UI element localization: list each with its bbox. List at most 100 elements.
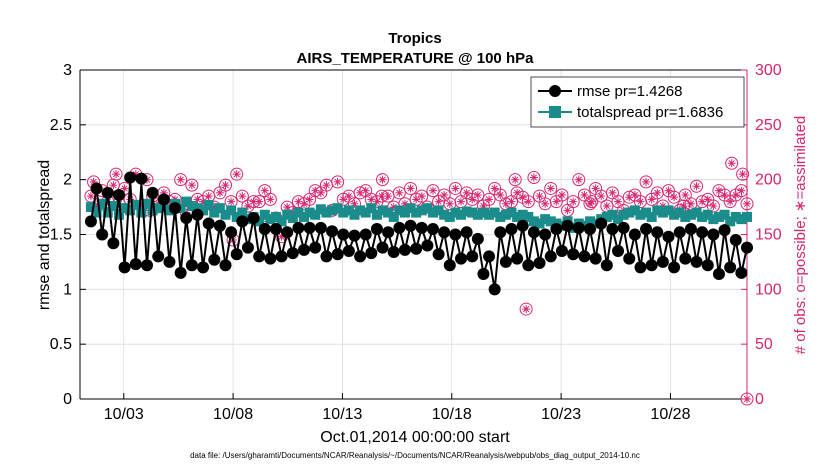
obs-marker <box>516 190 530 204</box>
obs-marker-circle <box>471 188 485 202</box>
totalspread-point <box>725 216 736 227</box>
x-tick-label: 10/18 <box>432 406 472 423</box>
rmse-point <box>275 250 288 263</box>
rmse-point <box>141 259 154 272</box>
obs-marker <box>572 173 586 187</box>
totalspread-point <box>220 209 231 220</box>
totalspread-point <box>97 198 108 209</box>
obs-marker-star <box>588 198 595 205</box>
totalspread-point <box>523 211 534 222</box>
rmse-point <box>258 223 271 236</box>
totalspread-point <box>214 203 225 214</box>
totalspread-point <box>674 207 685 218</box>
totalspread-point <box>237 207 248 218</box>
totalspread-point <box>489 207 500 218</box>
totalspread-point <box>713 211 724 222</box>
totalspread-point <box>360 207 371 218</box>
obs-marker-circle <box>426 184 440 198</box>
obs-marker-star <box>121 185 128 192</box>
obs-marker-star <box>418 192 425 200</box>
obs-marker-star <box>345 192 353 200</box>
obs-marker-star <box>693 183 700 190</box>
totalspread-point <box>702 209 713 220</box>
rmse-point <box>471 232 484 245</box>
y-right-tick-label: 250 <box>755 117 782 134</box>
obs-marker <box>392 186 406 200</box>
totalspread-point <box>102 207 113 218</box>
totalspread-point <box>635 209 646 220</box>
x-axis-label: Oct.01,2014 00:00:00 start <box>320 429 510 446</box>
totalspread-point <box>321 207 332 218</box>
y-tick-label: 0.5 <box>50 336 72 353</box>
rmse-point <box>679 252 692 265</box>
rmse-point <box>129 258 142 271</box>
totalspread-point <box>484 209 495 220</box>
obs-marker <box>331 175 345 189</box>
totalspread-point <box>456 209 467 220</box>
obs-marker-star <box>715 187 723 194</box>
obs-marker-star <box>284 203 291 211</box>
obs-marker-star <box>497 191 504 199</box>
totalspread-point <box>388 211 399 222</box>
obs-marker-star <box>738 187 745 194</box>
rmse-point <box>348 229 361 242</box>
rmse-point <box>443 259 456 272</box>
series-rmse <box>84 171 753 296</box>
totalspread-point <box>433 205 444 216</box>
obs-marker-circle <box>690 179 704 193</box>
totalspread-point <box>377 205 388 216</box>
obs-marker-circle <box>174 173 188 187</box>
obs-marker-circle <box>585 195 599 209</box>
rmse-point <box>398 243 411 256</box>
obs-marker-star <box>87 192 95 200</box>
obs-marker <box>482 192 496 206</box>
y-tick-label: 2 <box>63 172 72 189</box>
obs-marker-circle <box>263 192 277 206</box>
rmse-point <box>225 226 238 239</box>
obs-marker-circle <box>566 195 580 209</box>
obs-marker <box>471 188 485 202</box>
obs-marker-star <box>598 192 605 200</box>
obs-marker-star <box>491 185 498 192</box>
obs-marker <box>566 195 580 209</box>
totalspread-point <box>147 205 158 216</box>
totalspread-point <box>422 203 433 214</box>
obs-marker <box>426 184 440 198</box>
series-totalspread <box>85 196 752 233</box>
y-axis-label: rmse and totalspread <box>36 160 53 310</box>
totalspread-point <box>108 200 119 211</box>
totalspread-point <box>282 209 293 220</box>
obs-marker-circle <box>740 197 754 211</box>
obs-marker-star <box>340 196 347 203</box>
totalspread-point <box>719 209 730 220</box>
totalspread-point <box>355 205 366 216</box>
obs-marker-circle <box>572 173 586 187</box>
totalspread-point <box>646 211 657 222</box>
rmse-point <box>668 261 681 274</box>
totalspread-point <box>540 214 551 225</box>
obs-marker-star <box>513 189 521 196</box>
obs-marker-star <box>205 192 212 200</box>
obs-marker <box>347 197 361 211</box>
rmse-point <box>387 246 400 259</box>
y-tick-label: 3 <box>63 62 72 79</box>
totalspread-point <box>534 218 545 229</box>
rmse-point <box>112 189 125 202</box>
obs-marker-star <box>525 198 532 205</box>
obs-marker <box>521 195 535 209</box>
totalspread-point <box>467 207 478 218</box>
obs-marker-star <box>592 185 599 192</box>
rmse-point <box>354 250 367 263</box>
obs-marker-star <box>413 196 420 203</box>
totalspread-point <box>198 205 209 216</box>
obs-marker-circle <box>527 170 541 184</box>
obs-marker <box>585 195 599 209</box>
totalspread-point <box>203 199 214 210</box>
obs-marker-star <box>267 196 274 203</box>
rmse-point <box>589 252 602 265</box>
rmse-point <box>696 226 709 239</box>
obs-marker-star <box>642 178 650 186</box>
legend-totalspread-label: totalspread pr=1.6836 <box>577 104 723 121</box>
obs-marker-star <box>670 194 678 201</box>
obs-marker-circle <box>331 175 345 189</box>
